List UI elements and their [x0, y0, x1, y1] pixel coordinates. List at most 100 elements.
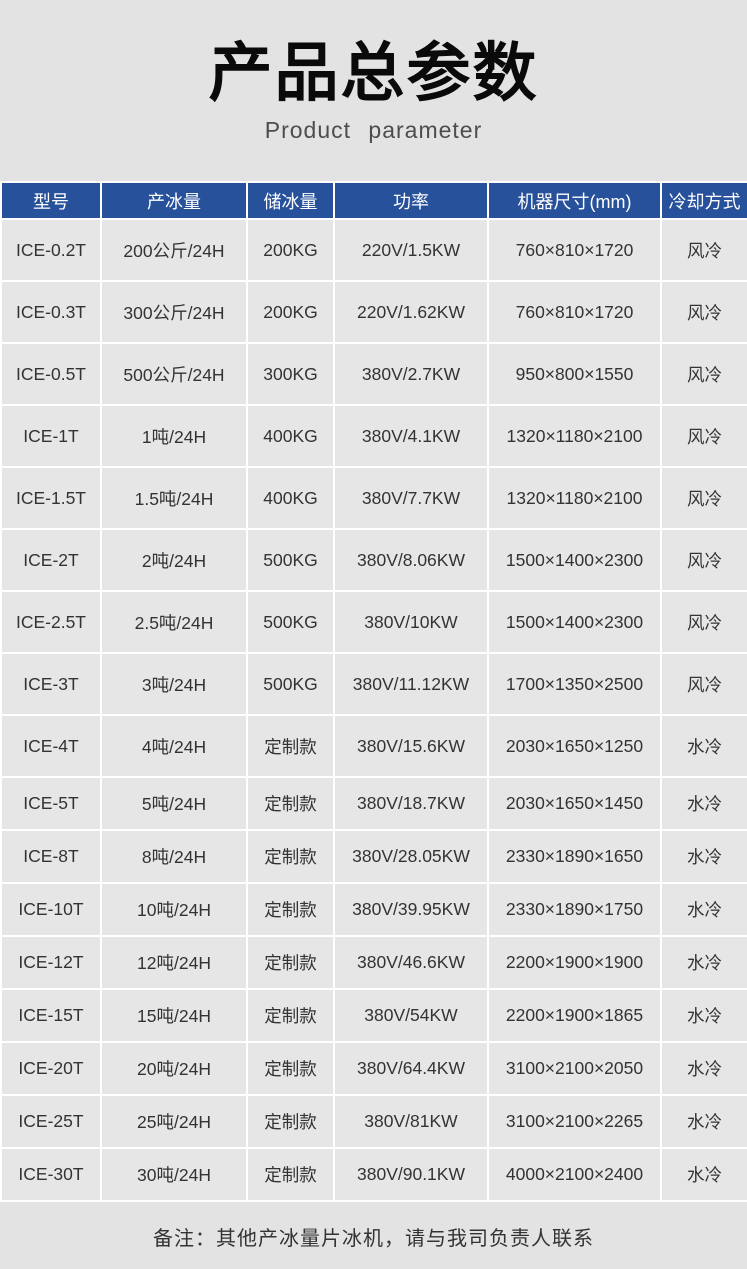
cell-ice_storage: 定制款	[246, 1041, 335, 1096]
cell-model: ICE-30T	[0, 1147, 102, 1202]
column-header-dimensions: 机器尺寸(mm)	[487, 181, 662, 220]
table-row: ICE-30T 30吨/24H 定制款 380V/90.1KW 4000×2100×24…	[0, 1147, 747, 1202]
cell-ice_storage: 定制款	[246, 776, 335, 831]
cell-cooling: 风冷	[660, 342, 747, 406]
cell-cooling: 风冷	[660, 280, 747, 344]
cell-power: 380V/8.06KW	[333, 528, 489, 592]
cell-cooling: 风冷	[660, 590, 747, 654]
cell-model: ICE-10T	[0, 882, 102, 937]
cell-cooling: 风冷	[660, 218, 747, 282]
cell-model: ICE-2T	[0, 528, 102, 592]
cell-model: ICE-15T	[0, 988, 102, 1043]
spec-table: 型号 产冰量 储冰量 功率 机器尺寸(mm) 冷却方式 ICE-0.2T 200公斤/24H…	[0, 181, 747, 1202]
cell-ice_output: 2.5吨/24H	[100, 590, 248, 654]
table-row: ICE-8T 8吨/24H 定制款 380V/28.05KW 2330×1890×165…	[0, 829, 747, 884]
cell-ice_output: 4吨/24H	[100, 714, 248, 778]
table-row: ICE-2.5T 2.5吨/24H 500KG 380V/10KW 1500×1400×…	[0, 590, 747, 654]
cell-model: ICE-1.5T	[0, 466, 102, 530]
table-row: ICE-10T 10吨/24H 定制款 380V/39.95KW 2330×1890×1…	[0, 882, 747, 937]
table-row: ICE-1.5T 1.5吨/24H 400KG 380V/7.7KW 1320×1180…	[0, 466, 747, 530]
footer-note: 备注：其他产冰量片冰机，请与我司负责人联系	[153, 1228, 594, 1250]
page-subtitle: Product parameter	[264, 116, 483, 143]
cell-ice_storage: 定制款	[246, 1147, 335, 1202]
table-row: ICE-20T 20吨/24H 定制款 380V/64.4KW 3100×2100×20…	[0, 1041, 747, 1096]
cell-power: 220V/1.62KW	[333, 280, 489, 344]
table-row: ICE-5T 5吨/24H 定制款 380V/18.7KW 2030×1650×1450…	[0, 776, 747, 831]
cell-dimensions: 3100×2100×2265	[487, 1094, 662, 1149]
cell-ice_storage: 500KG	[246, 590, 335, 654]
cell-power: 380V/39.95KW	[333, 882, 489, 937]
cell-ice_output: 8吨/24H	[100, 829, 248, 884]
cell-ice_output: 5吨/24H	[100, 776, 248, 831]
cell-ice_storage: 400KG	[246, 404, 335, 468]
cell-ice_output: 30吨/24H	[100, 1147, 248, 1202]
cell-model: ICE-3T	[0, 652, 102, 716]
cell-ice_output: 15吨/24H	[100, 988, 248, 1043]
cell-model: ICE-25T	[0, 1094, 102, 1149]
cell-power: 380V/81KW	[333, 1094, 489, 1149]
cell-dimensions: 2330×1890×1650	[487, 829, 662, 884]
cell-model: ICE-1T	[0, 404, 102, 468]
cell-model: ICE-20T	[0, 1041, 102, 1096]
cell-dimensions: 1320×1180×2100	[487, 404, 662, 468]
page-title: 产品总参数	[208, 37, 539, 109]
cell-power: 380V/54KW	[333, 988, 489, 1043]
cell-power: 380V/10KW	[333, 590, 489, 654]
table-row: ICE-0.3T 300公斤/24H 200KG 220V/1.62KW 760×810…	[0, 280, 747, 344]
cell-power: 380V/15.6KW	[333, 714, 489, 778]
cell-ice_output: 200公斤/24H	[100, 218, 248, 282]
cell-model: ICE-0.2T	[0, 218, 102, 282]
cell-power: 380V/18.7KW	[333, 776, 489, 831]
cell-ice_storage: 200KG	[246, 218, 335, 282]
cell-dimensions: 1320×1180×2100	[487, 466, 662, 530]
table-row: ICE-25T 25吨/24H 定制款 380V/81KW 3100×2100×2265…	[0, 1094, 747, 1149]
cell-power: 380V/2.7KW	[333, 342, 489, 406]
cell-cooling: 水冷	[660, 1041, 747, 1096]
cell-dimensions: 2200×1900×1900	[487, 935, 662, 990]
cell-power: 380V/4.1KW	[333, 404, 489, 468]
table-row: ICE-3T 3吨/24H 500KG 380V/11.12KW 1700×1350×2…	[0, 652, 747, 716]
cell-dimensions: 4000×2100×2400	[487, 1147, 662, 1202]
cell-cooling: 风冷	[660, 652, 747, 716]
cell-dimensions: 1500×1400×2300	[487, 528, 662, 592]
table-body: ICE-0.2T 200公斤/24H 200KG 220V/1.5KW 760×810×…	[0, 218, 747, 1202]
cell-dimensions: 2030×1650×1250	[487, 714, 662, 778]
cell-ice_output: 3吨/24H	[100, 652, 248, 716]
cell-cooling: 水冷	[660, 776, 747, 831]
cell-dimensions: 760×810×1720	[487, 218, 662, 282]
cell-cooling: 水冷	[660, 829, 747, 884]
page-header: 产品总参数 Product parameter	[0, 0, 747, 181]
cell-dimensions: 1500×1400×2300	[487, 590, 662, 654]
cell-ice_storage: 定制款	[246, 1094, 335, 1149]
table-row: ICE-2T 2吨/24H 500KG 380V/8.06KW 1500×1400×23…	[0, 528, 747, 592]
cell-dimensions: 2030×1650×1450	[487, 776, 662, 831]
cell-dimensions: 3100×2100×2050	[487, 1041, 662, 1096]
cell-cooling: 水冷	[660, 988, 747, 1043]
cell-power: 380V/7.7KW	[333, 466, 489, 530]
cell-model: ICE-2.5T	[0, 590, 102, 654]
cell-ice_storage: 300KG	[246, 342, 335, 406]
table-row: ICE-4T 4吨/24H 定制款 380V/15.6KW 2030×1650×1250…	[0, 714, 747, 778]
cell-dimensions: 2200×1900×1865	[487, 988, 662, 1043]
cell-cooling: 水冷	[660, 1094, 747, 1149]
cell-dimensions: 950×800×1550	[487, 342, 662, 406]
cell-ice_output: 2吨/24H	[100, 528, 248, 592]
cell-ice_storage: 定制款	[246, 882, 335, 937]
cell-power: 380V/28.05KW	[333, 829, 489, 884]
cell-model: ICE-8T	[0, 829, 102, 884]
cell-ice_output: 1吨/24H	[100, 404, 248, 468]
cell-cooling: 风冷	[660, 466, 747, 530]
cell-ice_storage: 定制款	[246, 935, 335, 990]
cell-ice_output: 25吨/24H	[100, 1094, 248, 1149]
cell-power: 220V/1.5KW	[333, 218, 489, 282]
cell-ice_output: 1.5吨/24H	[100, 466, 248, 530]
cell-cooling: 水冷	[660, 714, 747, 778]
cell-ice_storage: 500KG	[246, 528, 335, 592]
cell-power: 380V/11.12KW	[333, 652, 489, 716]
column-header-model: 型号	[0, 181, 102, 220]
cell-ice_storage: 400KG	[246, 466, 335, 530]
cell-model: ICE-5T	[0, 776, 102, 831]
table-header: 型号 产冰量 储冰量 功率 机器尺寸(mm) 冷却方式	[0, 181, 747, 220]
cell-dimensions: 1700×1350×2500	[487, 652, 662, 716]
